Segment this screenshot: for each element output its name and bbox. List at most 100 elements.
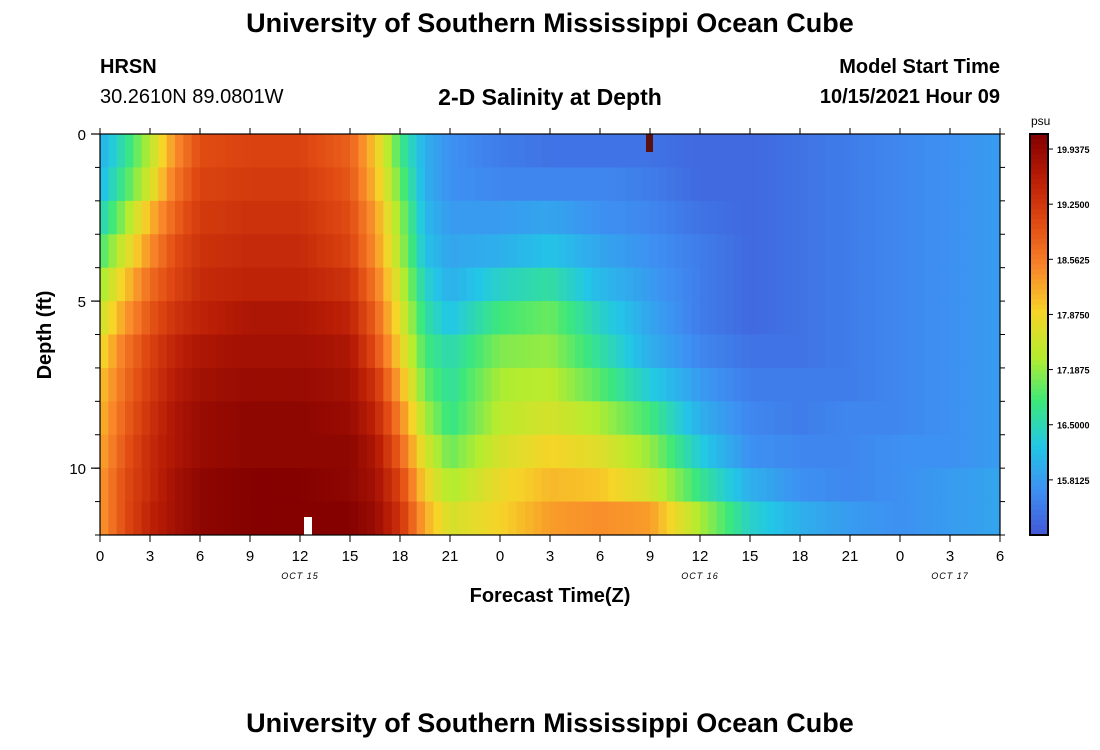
heatmap-cell xyxy=(775,501,784,535)
colorbar-segment xyxy=(1030,434,1048,441)
heatmap-cell xyxy=(816,234,826,269)
heatmap-cell xyxy=(925,501,934,535)
heatmap-cell xyxy=(783,501,793,535)
heatmap-cell xyxy=(108,234,118,269)
heatmap-cell xyxy=(425,401,434,436)
colorbar-segment xyxy=(1030,174,1048,180)
heatmap-cell xyxy=(900,434,909,469)
heatmap-cell xyxy=(633,234,643,269)
heatmap-cell xyxy=(775,301,784,336)
heatmap-cell xyxy=(766,468,776,503)
heatmap-cell xyxy=(508,301,518,336)
heatmap-cell xyxy=(483,401,493,436)
heatmap-cell xyxy=(633,434,643,469)
heatmap-cell xyxy=(983,167,993,202)
heatmap-cell xyxy=(700,468,709,503)
heatmap-cell xyxy=(750,134,759,169)
heatmap-cell xyxy=(183,267,193,302)
heatmap-cell xyxy=(908,334,918,369)
heatmap-cell xyxy=(341,267,351,302)
heatmap-cell xyxy=(825,134,834,169)
heatmap-cell xyxy=(858,167,868,202)
heatmap-cell xyxy=(733,468,743,503)
heatmap-cell xyxy=(933,501,943,535)
heatmap-cell xyxy=(241,301,251,336)
heatmap-cell xyxy=(900,367,909,402)
heatmap-cell xyxy=(458,167,468,202)
heatmap-cell xyxy=(316,200,326,235)
heatmap-cell xyxy=(500,501,509,535)
heatmap-cell xyxy=(300,134,309,169)
heatmap-cell xyxy=(516,267,526,302)
heatmap-cell xyxy=(600,267,609,302)
heatmap-cell xyxy=(125,401,134,436)
heatmap-cell xyxy=(925,134,934,169)
station-name: HRSN xyxy=(100,56,157,78)
heatmap-cell xyxy=(150,334,159,369)
heatmap-cell xyxy=(741,134,751,169)
heatmap-cell xyxy=(216,501,226,535)
heatmap-cell xyxy=(158,301,168,336)
heatmap-cell xyxy=(866,267,876,302)
heatmap-cell xyxy=(791,167,801,202)
heatmap-cell xyxy=(333,501,343,535)
heatmap-cell xyxy=(141,200,151,235)
heatmap-cell xyxy=(316,167,326,202)
colorbar-segment xyxy=(1030,164,1048,170)
x-tick-label: 9 xyxy=(646,548,654,565)
heatmap-cell xyxy=(850,301,859,336)
heatmap-cell xyxy=(958,134,968,169)
heatmap-cell xyxy=(566,301,576,336)
heatmap-cell xyxy=(950,501,959,535)
heatmap-cell xyxy=(233,434,243,469)
heatmap-cell xyxy=(900,468,909,503)
heatmap-cell xyxy=(966,501,976,535)
heatmap-cell xyxy=(683,200,693,235)
heatmap-cell xyxy=(100,468,109,503)
heatmap-cell xyxy=(525,334,534,369)
heatmap-cell xyxy=(616,468,626,503)
heatmap-cell xyxy=(541,401,551,436)
heatmap-cell xyxy=(466,434,476,469)
heatmap-cell xyxy=(216,167,226,202)
colorbar-segment xyxy=(1030,269,1048,275)
heatmap-cell xyxy=(116,434,126,469)
heatmap-cell xyxy=(716,501,726,535)
heatmap-cell xyxy=(566,167,576,202)
x-tick-label: 12 xyxy=(692,548,709,565)
heatmap-cell xyxy=(266,401,276,436)
heatmap-cell xyxy=(966,167,976,202)
heatmap-cell xyxy=(583,468,593,503)
heatmap-cell xyxy=(858,334,868,369)
heatmap-cell xyxy=(633,501,643,535)
heatmap-cell xyxy=(158,167,168,202)
heatmap-cell xyxy=(875,234,884,269)
heatmap-cell xyxy=(550,434,559,469)
heatmap-cell xyxy=(600,434,609,469)
colorbar-segment xyxy=(1030,464,1048,471)
heatmap-cell xyxy=(141,468,151,503)
heatmap-cell xyxy=(825,234,834,269)
heatmap-cell xyxy=(233,234,243,269)
heatmap-cell xyxy=(508,501,518,535)
heatmap-cell xyxy=(650,267,659,302)
heatmap-cell xyxy=(900,334,909,369)
heatmap-cell xyxy=(450,234,459,269)
heatmap-cell xyxy=(491,367,501,402)
heatmap-cell xyxy=(175,401,184,436)
heatmap-cell xyxy=(716,200,726,235)
heatmap-cell xyxy=(616,301,626,336)
heatmap-cell xyxy=(808,301,818,336)
heatmap-cell xyxy=(675,200,684,235)
heatmap-cell xyxy=(491,434,501,469)
heatmap-cell xyxy=(550,200,559,235)
heatmap-cell xyxy=(466,267,476,302)
heatmap-cell xyxy=(883,468,893,503)
heatmap-cell xyxy=(908,267,918,302)
colorbar-segment xyxy=(1030,429,1048,436)
heatmap-cell xyxy=(416,367,426,402)
heatmap-cell xyxy=(250,434,259,469)
heatmap-cell xyxy=(558,501,568,535)
heatmap-cell xyxy=(483,468,493,503)
heatmap-cell xyxy=(425,301,434,336)
